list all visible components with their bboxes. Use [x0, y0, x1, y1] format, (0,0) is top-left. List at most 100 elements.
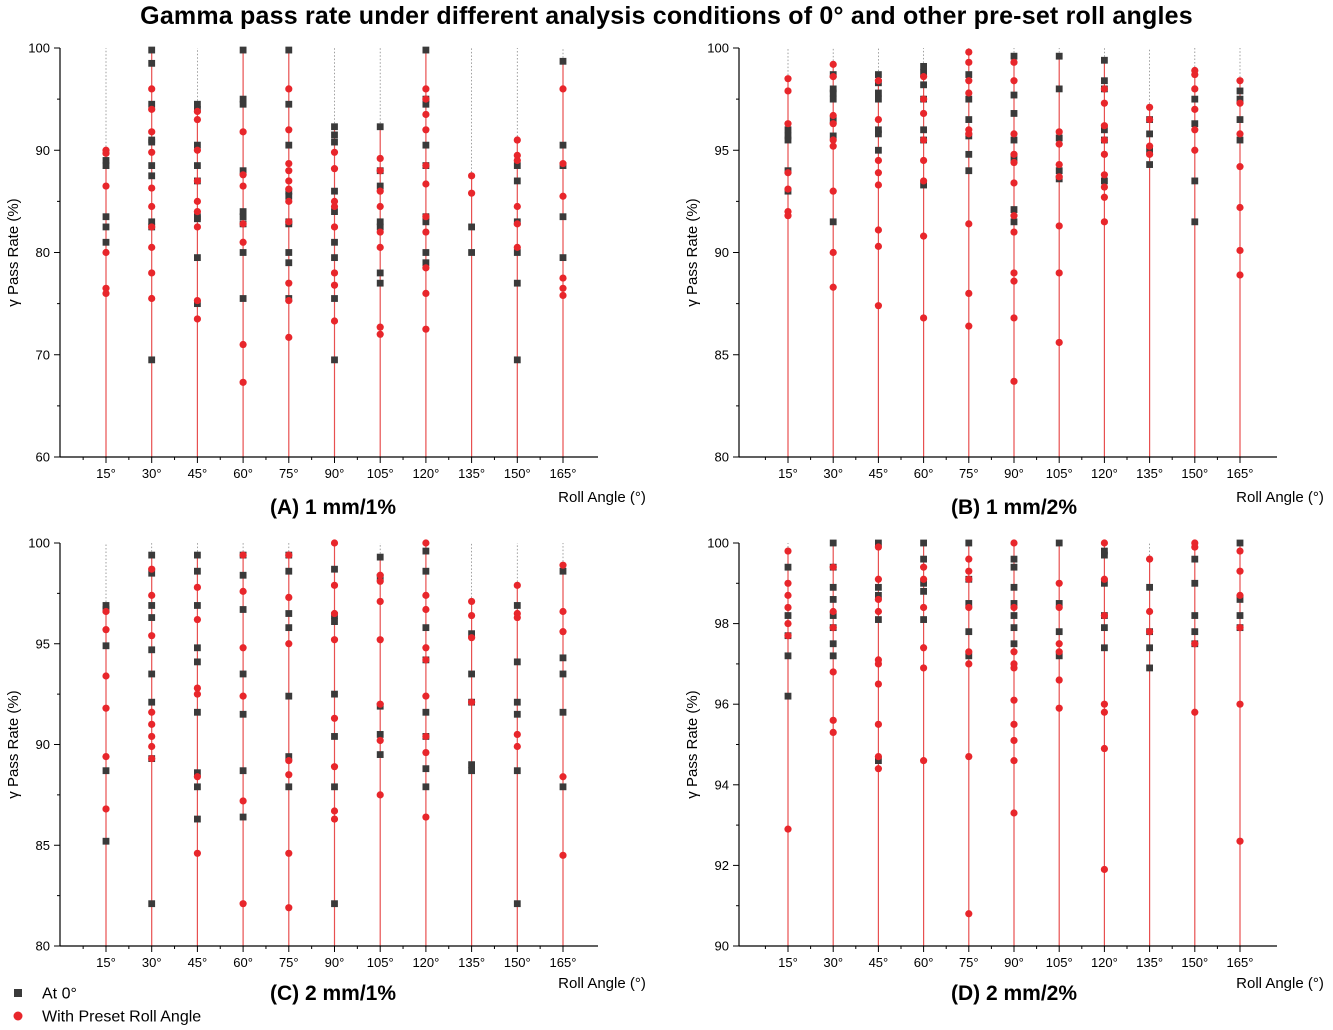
point-preset-roll-angle [1010, 696, 1018, 704]
point-preset-roll-angle [1146, 607, 1154, 616]
x-tick-label: 90° [325, 955, 345, 970]
legend-label: With Preset Roll Angle [42, 1009, 201, 1026]
point-at-0-deg [1055, 539, 1063, 547]
point-preset-roll-angle [422, 813, 430, 821]
point-at-0-deg [239, 670, 247, 678]
y-tick-label: 90 [36, 737, 50, 752]
point-preset-roll-angle [784, 87, 792, 95]
point-preset-roll-angle [239, 128, 247, 136]
point-at-0-deg [102, 602, 110, 609]
point-preset-roll-angle [376, 597, 384, 606]
point-at-0-deg [829, 89, 837, 97]
point-at-0-deg [331, 208, 338, 215]
point-preset-roll-angle [376, 791, 384, 799]
point-at-0-deg [102, 837, 110, 845]
point-preset-roll-angle [1055, 140, 1063, 148]
point-preset-roll-angle [468, 597, 476, 606]
point-at-0-deg [1055, 52, 1063, 60]
x-tick-label: 105° [367, 466, 394, 481]
point-preset-roll-angle [193, 773, 201, 781]
x-tick-label: 120° [1091, 955, 1118, 970]
point-at-0-deg [920, 63, 927, 70]
point-at-0-deg [513, 900, 521, 908]
point-preset-roll-angle [285, 177, 293, 185]
point-preset-roll-angle [920, 575, 928, 583]
point-preset-roll-angle [330, 636, 339, 644]
point-preset-roll-angle [1010, 269, 1018, 277]
point-preset-roll-angle [193, 849, 201, 857]
point-at-0-deg [422, 765, 430, 773]
point-at-0-deg [829, 652, 837, 660]
point-preset-roll-angle [784, 120, 792, 128]
point-at-0-deg [422, 567, 430, 575]
point-at-0-deg [559, 708, 567, 716]
point-at-0-deg [239, 100, 247, 108]
point-preset-roll-angle [376, 167, 384, 175]
point-at-0-deg [148, 100, 156, 108]
y-tick-label: 90 [715, 939, 729, 954]
point-preset-roll-angle [874, 607, 883, 616]
point-at-0-deg [102, 238, 110, 246]
point-at-0-deg [875, 71, 882, 78]
point-at-0-deg [194, 567, 201, 575]
point-at-0-deg [1010, 555, 1018, 563]
point-preset-roll-angle [376, 700, 384, 708]
point-at-0-deg [102, 213, 110, 221]
point-preset-roll-angle [1055, 128, 1063, 136]
point-at-0-deg [1101, 547, 1108, 555]
point-at-0-deg [1191, 177, 1199, 185]
point-preset-roll-angle [239, 182, 247, 190]
point-preset-roll-angle [1055, 338, 1063, 347]
point-preset-roll-angle [1146, 555, 1154, 563]
x-tick-label: 105° [367, 955, 394, 970]
point-preset-roll-angle [468, 189, 476, 197]
point-preset-roll-angle [965, 910, 973, 918]
point-at-0-deg [239, 571, 247, 579]
point-preset-roll-angle [148, 202, 156, 211]
point-preset-roll-angle [965, 48, 973, 56]
x-tick-label: 45° [869, 466, 889, 481]
point-at-0-deg [1146, 130, 1153, 138]
point-at-0-deg [422, 100, 430, 108]
x-tick-label: 15° [96, 466, 116, 481]
point-preset-roll-angle [1010, 58, 1018, 66]
x-tick-label: 75° [959, 955, 979, 970]
point-at-0-deg [875, 539, 882, 547]
point-preset-roll-angle [148, 128, 156, 136]
point-at-0-deg [148, 900, 156, 908]
chart-panel-2: 80 85 90 95 100 15° 30° 45° 60° 75° 90° 105° 120° 135… [684, 41, 1324, 520]
point-at-0-deg [875, 757, 882, 765]
point-preset-roll-angle [193, 690, 201, 698]
point-preset-roll-angle [1100, 183, 1108, 191]
point-at-0-deg [148, 218, 156, 226]
x-tick-label: 30° [823, 955, 843, 970]
point-preset-roll-angle [193, 197, 201, 205]
point-preset-roll-angle [102, 704, 110, 712]
point-at-0-deg [784, 652, 792, 660]
point-at-0-deg [1055, 134, 1063, 142]
point-at-0-deg [376, 123, 384, 131]
point-preset-roll-angle [1236, 624, 1244, 632]
point-preset-roll-angle [148, 708, 156, 716]
point-at-0-deg [513, 658, 521, 666]
y-axis-title: γ Pass Rate (%) [5, 690, 22, 798]
point-preset-roll-angle [513, 613, 521, 622]
point-at-0-deg [1101, 56, 1108, 64]
point-preset-roll-angle [513, 581, 521, 589]
point-preset-roll-angle [1236, 271, 1244, 279]
legend-label: At 0° [42, 986, 77, 1003]
point-preset-roll-angle [829, 728, 837, 737]
point-preset-roll-angle [1010, 158, 1018, 167]
point-at-0-deg [513, 698, 521, 706]
point-preset-roll-angle [513, 220, 521, 228]
point-preset-roll-angle [874, 543, 883, 551]
point-preset-roll-angle [559, 284, 567, 292]
point-preset-roll-angle [1100, 99, 1108, 107]
point-preset-roll-angle [1055, 222, 1063, 230]
point-at-0-deg [1055, 167, 1063, 175]
point-preset-roll-angle [784, 75, 792, 83]
point-at-0-deg [875, 130, 882, 138]
point-at-0-deg [513, 249, 521, 256]
point-at-0-deg [1010, 52, 1018, 60]
point-preset-roll-angle [829, 624, 837, 632]
